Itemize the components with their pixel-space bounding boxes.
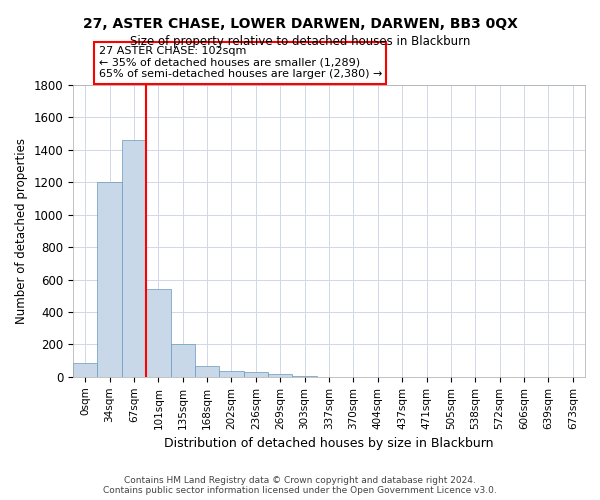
X-axis label: Distribution of detached houses by size in Blackburn: Distribution of detached houses by size … xyxy=(164,437,494,450)
Text: 27, ASTER CHASE, LOWER DARWEN, DARWEN, BB3 0QX: 27, ASTER CHASE, LOWER DARWEN, DARWEN, B… xyxy=(83,18,517,32)
Bar xyxy=(220,370,244,377)
Bar xyxy=(73,363,97,377)
Bar xyxy=(268,374,292,377)
Bar xyxy=(195,366,220,377)
Bar xyxy=(97,182,122,377)
Bar xyxy=(122,140,146,377)
Bar xyxy=(292,376,317,377)
Text: Size of property relative to detached houses in Blackburn: Size of property relative to detached ho… xyxy=(130,35,470,48)
Text: 27 ASTER CHASE: 102sqm
← 35% of detached houses are smaller (1,289)
65% of semi-: 27 ASTER CHASE: 102sqm ← 35% of detached… xyxy=(98,46,382,79)
Text: Contains HM Land Registry data © Crown copyright and database right 2024.
Contai: Contains HM Land Registry data © Crown c… xyxy=(103,476,497,495)
Bar xyxy=(244,372,268,377)
Y-axis label: Number of detached properties: Number of detached properties xyxy=(15,138,28,324)
Bar xyxy=(146,290,170,377)
Bar xyxy=(170,344,195,377)
